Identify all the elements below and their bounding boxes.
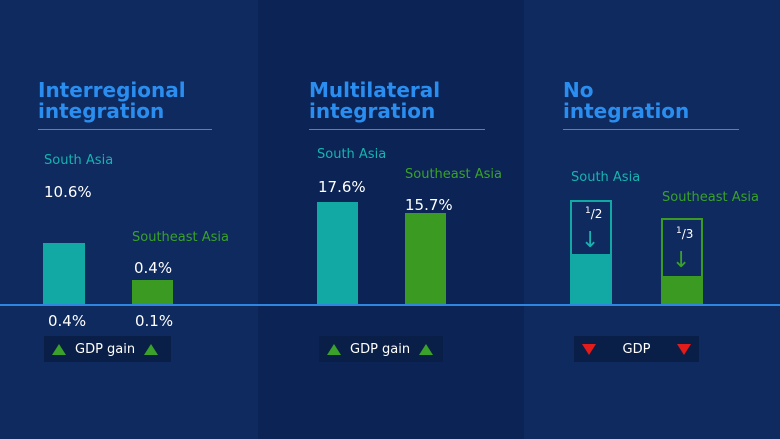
southeast-asia-below-value: 0.1%: [135, 312, 174, 330]
down-arrow-icon: ↓: [672, 248, 691, 273]
southeast-asia-label: Southeast Asia: [132, 230, 229, 245]
up-triangle-icon: [144, 343, 159, 355]
up-triangle-icon: [419, 343, 434, 355]
south-asia-fraction: 1/2: [585, 206, 603, 221]
panel-no-integration: [524, 0, 780, 439]
southeast-asia-value: 15.7%: [405, 196, 453, 214]
panel-interregional: [0, 0, 258, 439]
panel-title: Interregional integration: [38, 78, 186, 123]
south-asia-label: South Asia: [44, 153, 114, 168]
bar-south-asia: [317, 202, 358, 305]
up-triangle-icon: [327, 343, 341, 355]
title-divider: [38, 129, 212, 130]
legend: GDP gain: [319, 336, 443, 362]
southeast-asia-label: Southeast Asia: [662, 190, 759, 205]
x-axis-line: [0, 304, 780, 306]
down-arrow-icon: ↓: [581, 228, 600, 253]
bar-southeast-asia: [661, 276, 703, 305]
bar-south-asia: [570, 254, 612, 305]
panel-title: Multilateral integration: [309, 78, 441, 123]
legend-label: GDP: [622, 341, 651, 357]
legend: GDP: [574, 336, 699, 362]
title-divider: [563, 129, 739, 130]
panel-multilateral: [258, 0, 524, 439]
bar-southeast-asia: [405, 213, 446, 305]
up-triangle-icon: [52, 343, 66, 355]
legend: GDP gain: [44, 336, 171, 362]
south-asia-label: South Asia: [317, 147, 387, 162]
panel-title: No integration: [563, 78, 690, 123]
south-asia-value: 10.6%: [44, 183, 92, 201]
title-divider: [309, 129, 485, 130]
southeast-asia-label: Southeast Asia: [405, 167, 502, 182]
legend-label: GDP gain: [75, 341, 136, 357]
south-asia-below-value: 0.4%: [48, 312, 87, 330]
legend-label: GDP gain: [350, 341, 411, 357]
bar-south-asia: [43, 242, 85, 305]
southeast-asia-fraction: 1/3: [676, 226, 694, 241]
south-asia-label: South Asia: [571, 170, 641, 185]
south-asia-value: 17.6%: [318, 178, 366, 196]
down-triangle-icon: [582, 343, 596, 355]
down-triangle-icon: [677, 343, 691, 355]
southeast-asia-value: 0.4%: [134, 259, 173, 277]
bar-southeast-asia: [132, 280, 173, 305]
